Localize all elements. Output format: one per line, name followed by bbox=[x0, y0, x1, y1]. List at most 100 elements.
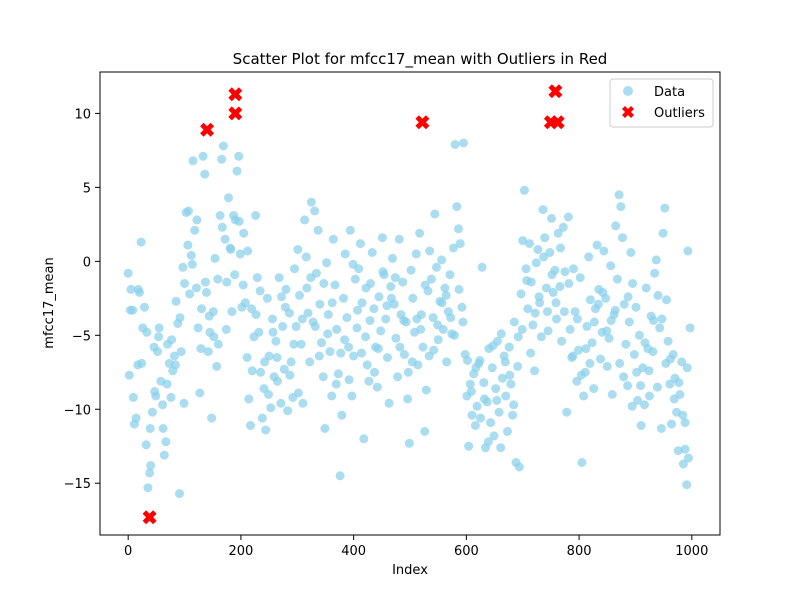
data-point bbox=[633, 395, 643, 405]
data-point bbox=[581, 344, 591, 354]
data-point bbox=[227, 307, 237, 317]
data-point bbox=[295, 290, 304, 300]
data-point bbox=[293, 245, 303, 254]
data-point bbox=[628, 279, 638, 288]
data-point bbox=[257, 413, 267, 423]
data-point bbox=[503, 427, 512, 436]
data-point bbox=[328, 234, 338, 244]
data-point bbox=[522, 276, 532, 286]
data-point bbox=[579, 391, 589, 401]
data-point bbox=[618, 233, 627, 243]
data-point bbox=[634, 330, 644, 340]
data-point bbox=[171, 296, 181, 306]
data-point bbox=[425, 246, 435, 256]
data-point bbox=[234, 151, 244, 161]
data-point bbox=[254, 327, 264, 337]
x-axis-ticks: 0 200 400 600 800 1000 bbox=[124, 535, 708, 559]
data-point bbox=[357, 298, 367, 308]
data-point bbox=[636, 381, 645, 391]
data-point bbox=[303, 308, 313, 318]
data-point bbox=[202, 287, 211, 297]
data-point bbox=[464, 441, 474, 451]
y-tick-label: −15 bbox=[64, 477, 91, 492]
data-point bbox=[660, 203, 670, 213]
data-point bbox=[373, 344, 383, 354]
data-point bbox=[500, 357, 510, 367]
data-point bbox=[536, 332, 546, 342]
data-point bbox=[463, 356, 472, 365]
data-point bbox=[457, 302, 467, 312]
data-point bbox=[302, 283, 312, 293]
data-point bbox=[564, 279, 574, 288]
data-point bbox=[353, 305, 363, 315]
data-point bbox=[682, 363, 692, 373]
data-point bbox=[273, 376, 282, 386]
data-point bbox=[192, 215, 202, 225]
data-point bbox=[403, 394, 413, 404]
data-point bbox=[525, 239, 534, 249]
data-point bbox=[381, 314, 391, 324]
data-point bbox=[349, 351, 359, 361]
data-point bbox=[383, 353, 392, 362]
data-point bbox=[239, 228, 249, 238]
data-point bbox=[393, 372, 403, 382]
data-point bbox=[504, 342, 514, 352]
data-point bbox=[327, 391, 337, 401]
x-tick-label: 400 bbox=[341, 544, 366, 559]
data-point bbox=[629, 350, 639, 359]
data-point bbox=[145, 468, 155, 478]
data-point bbox=[403, 367, 413, 377]
data-point bbox=[317, 338, 326, 348]
data-point bbox=[530, 366, 540, 376]
data-point bbox=[279, 364, 289, 374]
data-point bbox=[128, 392, 138, 402]
data-point bbox=[547, 270, 557, 280]
data-point bbox=[446, 313, 456, 323]
data-point bbox=[291, 321, 301, 331]
data-point bbox=[281, 284, 291, 294]
data-point bbox=[606, 316, 616, 325]
data-point bbox=[126, 284, 136, 294]
data-point bbox=[680, 444, 690, 454]
data-point bbox=[568, 351, 578, 361]
y-tick-label: 0 bbox=[83, 255, 91, 270]
data-point bbox=[558, 222, 568, 232]
data-point bbox=[476, 413, 485, 423]
y-tick-label: −10 bbox=[64, 403, 91, 418]
data-point bbox=[175, 489, 184, 499]
data-point bbox=[154, 332, 164, 342]
x-tick-label: 0 bbox=[124, 544, 132, 559]
data-point bbox=[644, 366, 654, 376]
data-point bbox=[276, 398, 286, 408]
data-point bbox=[662, 295, 671, 305]
data-point bbox=[631, 302, 641, 312]
data-point bbox=[306, 273, 316, 283]
data-point bbox=[685, 323, 695, 333]
data-point bbox=[186, 250, 196, 260]
data-point bbox=[234, 216, 244, 226]
data-point bbox=[584, 252, 594, 262]
data-point bbox=[370, 367, 379, 377]
data-point bbox=[280, 302, 290, 312]
data-point bbox=[261, 425, 271, 435]
data-point bbox=[649, 316, 658, 325]
data-point bbox=[301, 252, 311, 262]
data-point bbox=[260, 357, 270, 367]
data-point bbox=[445, 270, 455, 280]
data-point bbox=[624, 317, 634, 327]
data-point bbox=[179, 398, 189, 408]
data-point bbox=[125, 305, 135, 315]
data-point bbox=[367, 248, 377, 257]
data-point bbox=[221, 324, 231, 334]
data-point bbox=[207, 413, 217, 423]
data-point bbox=[176, 347, 186, 357]
data-point bbox=[255, 286, 265, 296]
data-point bbox=[386, 293, 396, 303]
data-point bbox=[667, 419, 676, 429]
data-point bbox=[641, 283, 651, 293]
data-point bbox=[669, 394, 679, 404]
data-point bbox=[606, 261, 616, 271]
data-point bbox=[489, 431, 499, 441]
x-axis-label: Index bbox=[392, 563, 428, 578]
data-point bbox=[141, 440, 151, 450]
